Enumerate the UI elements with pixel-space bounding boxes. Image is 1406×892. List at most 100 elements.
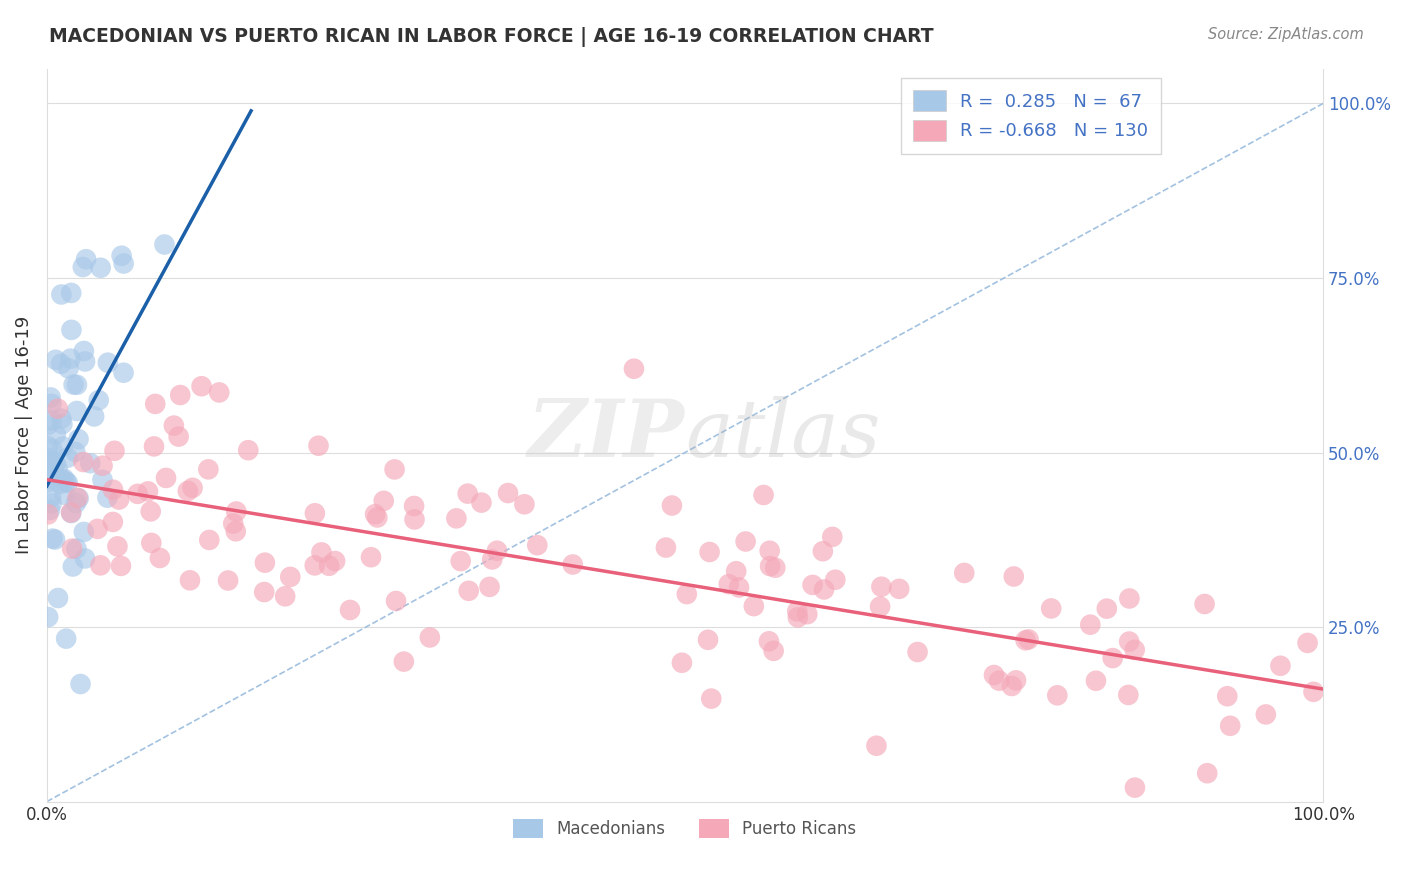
Macedonians — [39, 490, 62, 504]
Puerto Ricans — [796, 607, 818, 622]
Macedonians — [66, 404, 89, 418]
Macedonians — [41, 532, 63, 546]
Puerto Ricans — [1014, 633, 1036, 648]
Macedonians — [65, 445, 87, 459]
Macedonians — [60, 285, 83, 300]
Puerto Ricans — [108, 492, 131, 507]
Macedonians — [42, 461, 65, 475]
Puerto Ricans — [1002, 569, 1025, 583]
Macedonians — [49, 357, 72, 371]
Macedonians — [72, 260, 94, 274]
Puerto Ricans — [373, 494, 395, 508]
Macedonians — [39, 454, 62, 468]
Macedonians — [73, 354, 96, 368]
Puerto Ricans — [101, 483, 124, 497]
Puerto Ricans — [304, 506, 326, 520]
Macedonians — [97, 356, 120, 370]
Puerto Ricans — [60, 506, 83, 520]
Puerto Ricans — [110, 558, 132, 573]
Puerto Ricans — [143, 439, 166, 453]
Macedonians — [73, 343, 96, 358]
Macedonians — [58, 361, 80, 376]
Puerto Ricans — [457, 583, 479, 598]
Puerto Ricans — [762, 644, 785, 658]
Puerto Ricans — [1194, 597, 1216, 611]
Puerto Ricans — [101, 515, 124, 529]
Puerto Ricans — [217, 574, 239, 588]
Macedonians — [39, 391, 62, 405]
Puerto Ricans — [72, 455, 94, 469]
Macedonians — [53, 488, 76, 502]
Macedonians — [46, 462, 69, 476]
Puerto Ricans — [1046, 689, 1069, 703]
Puerto Ricans — [1018, 632, 1040, 647]
Puerto Ricans — [143, 397, 166, 411]
Puerto Ricans — [1254, 707, 1277, 722]
Puerto Ricans — [717, 577, 740, 591]
Puerto Ricans — [561, 558, 583, 572]
Puerto Ricans — [481, 552, 503, 566]
Puerto Ricans — [163, 418, 186, 433]
Macedonians — [53, 472, 76, 486]
Puerto Ricans — [364, 507, 387, 521]
Macedonians — [51, 417, 73, 431]
Macedonians — [65, 496, 87, 510]
Puerto Ricans — [1197, 766, 1219, 780]
Puerto Ricans — [404, 512, 426, 526]
Puerto Ricans — [671, 656, 693, 670]
Puerto Ricans — [675, 587, 697, 601]
Macedonians — [41, 442, 63, 456]
Puerto Ricans — [1302, 685, 1324, 699]
Macedonians — [37, 475, 59, 490]
Puerto Ricans — [478, 580, 501, 594]
Puerto Ricans — [311, 545, 333, 559]
Puerto Ricans — [486, 543, 509, 558]
Puerto Ricans — [1270, 658, 1292, 673]
Puerto Ricans — [1123, 780, 1146, 795]
Puerto Ricans — [742, 599, 765, 613]
Puerto Ricans — [179, 574, 201, 588]
Macedonians — [38, 451, 60, 466]
Puerto Ricans — [869, 599, 891, 614]
Macedonians — [55, 632, 77, 646]
Puerto Ricans — [1005, 673, 1028, 688]
Y-axis label: In Labor Force | Age 16-19: In Labor Force | Age 16-19 — [15, 316, 32, 554]
Puerto Ricans — [190, 379, 212, 393]
Puerto Ricans — [763, 560, 786, 574]
Macedonians — [67, 432, 90, 446]
Macedonians — [41, 414, 63, 428]
Puerto Ricans — [1216, 690, 1239, 704]
Puerto Ricans — [655, 541, 678, 555]
Puerto Ricans — [238, 443, 260, 458]
Macedonians — [41, 397, 63, 411]
Macedonians — [79, 456, 101, 470]
Macedonians — [73, 524, 96, 539]
Puerto Ricans — [865, 739, 887, 753]
Puerto Ricans — [725, 564, 748, 578]
Puerto Ricans — [169, 388, 191, 402]
Puerto Ricans — [89, 558, 111, 573]
Puerto Ricans — [953, 566, 976, 580]
Macedonians — [59, 351, 82, 366]
Puerto Ricans — [983, 668, 1005, 682]
Macedonians — [73, 551, 96, 566]
Puerto Ricans — [1095, 601, 1118, 615]
Macedonians — [51, 411, 73, 425]
Macedonians — [75, 252, 97, 267]
Puerto Ricans — [824, 573, 846, 587]
Puerto Ricans — [907, 645, 929, 659]
Puerto Ricans — [759, 559, 782, 574]
Puerto Ricans — [734, 534, 756, 549]
Macedonians — [83, 409, 105, 424]
Puerto Ricans — [107, 540, 129, 554]
Puerto Ricans — [197, 462, 219, 476]
Puerto Ricans — [139, 504, 162, 518]
Puerto Ricans — [366, 510, 388, 524]
Macedonians — [110, 249, 132, 263]
Puerto Ricans — [1296, 636, 1319, 650]
Macedonians — [153, 237, 176, 252]
Puerto Ricans — [274, 589, 297, 603]
Text: MACEDONIAN VS PUERTO RICAN IN LABOR FORCE | AGE 16-19 CORRELATION CHART: MACEDONIAN VS PUERTO RICAN IN LABOR FORC… — [49, 27, 934, 46]
Puerto Ricans — [470, 495, 492, 509]
Puerto Ricans — [225, 504, 247, 518]
